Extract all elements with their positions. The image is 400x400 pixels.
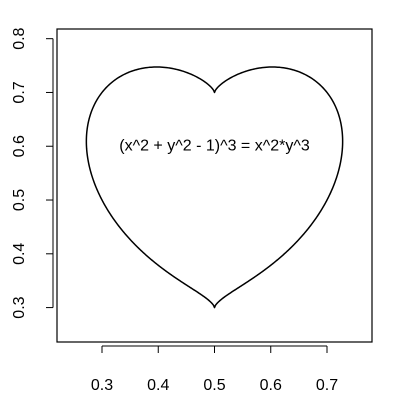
x-tick-label: 0.6	[260, 377, 282, 394]
annotations: (x^2 + y^2 - 1)^3 = x^2*y^3	[119, 138, 310, 155]
y-tick-label: 0.5	[11, 189, 28, 211]
heart-curve-line	[85, 66, 344, 309]
y-tick-label: 0.8	[11, 27, 28, 49]
x-tick-label: 0.4	[147, 377, 169, 394]
plot-frame	[56, 28, 373, 343]
x-tick-label: 0.5	[203, 377, 225, 394]
x-axis: 0.3 0.4 0.5 0.6 0.7	[91, 345, 338, 394]
equation-label: (x^2 + y^2 - 1)^3 = x^2*y^3	[119, 138, 310, 155]
y-axis: 0.3 0.4 0.5 0.6 0.7 0.8	[11, 27, 54, 319]
y-tick-label: 0.4	[11, 243, 28, 265]
y-tick-label: 0.7	[11, 81, 28, 103]
y-tick-label: 0.3	[11, 296, 28, 318]
y-tick-label: 0.6	[11, 135, 28, 157]
x-tick-label: 0.3	[91, 377, 113, 394]
x-tick-label: 0.7	[316, 377, 338, 394]
